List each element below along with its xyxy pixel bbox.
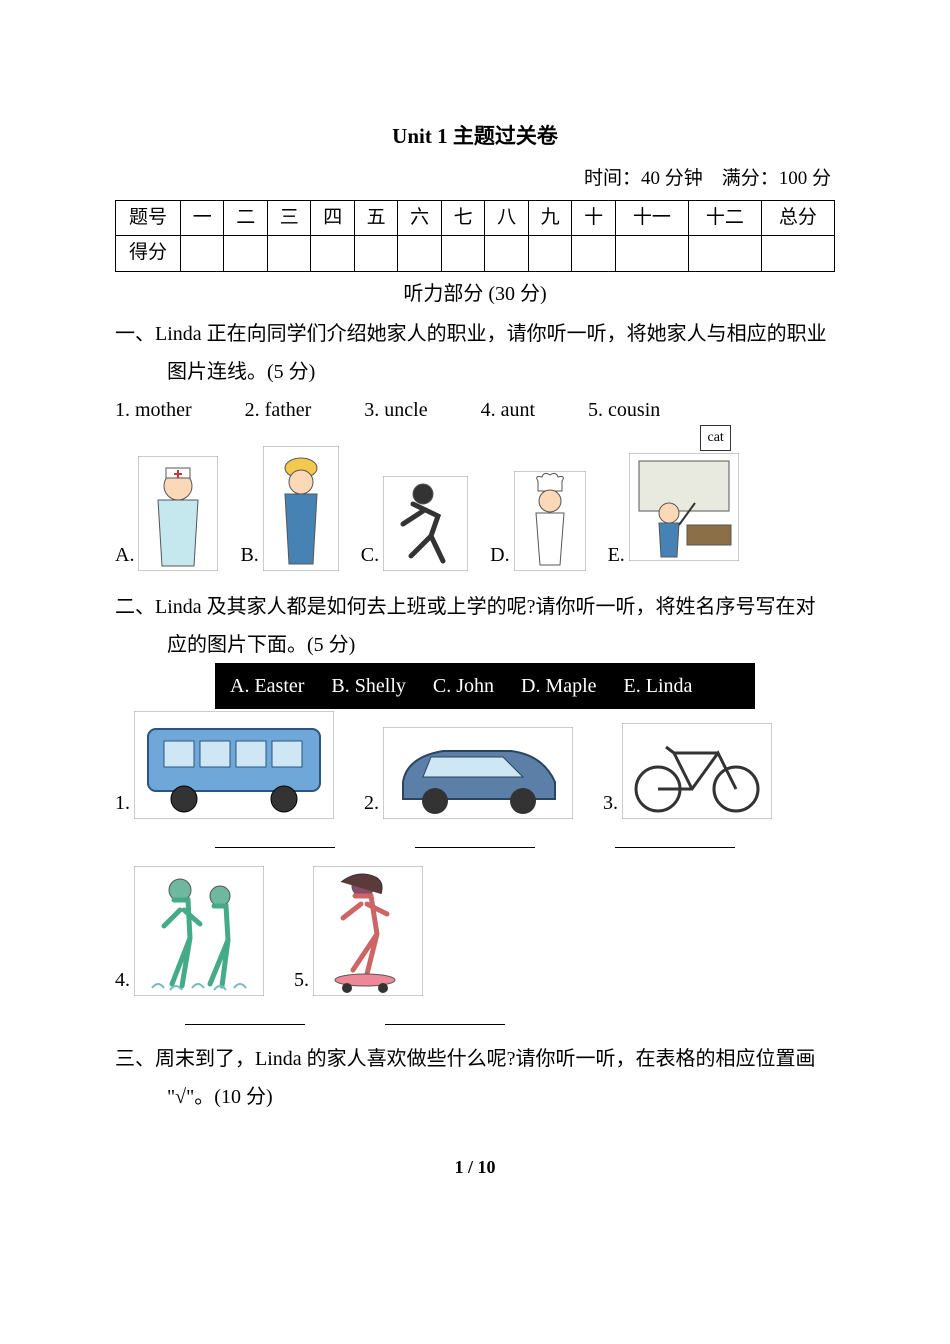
score-cell[interactable] (311, 236, 354, 271)
q1-item: 4. aunt (481, 394, 535, 426)
score-cell[interactable] (528, 236, 571, 271)
occupation-images-row: A. B. C. (115, 446, 835, 571)
q1-items: 1. mother 2. father 3. uncle 4. aunt 5. … (115, 394, 835, 426)
name-option: D. Maple (521, 670, 597, 702)
q2-prompt: 二、Linda 及其家人都是如何去上班或上学的呢?请你听一听，将姓名序号写在对 (115, 591, 835, 623)
exam-title: Unit 1 主题过关卷 (115, 120, 835, 154)
transport-option: 4. (115, 866, 264, 996)
runner-icon (383, 476, 468, 571)
occupation-option: A. (115, 456, 218, 571)
header-cell: 十 (572, 200, 615, 235)
score-table: 题号 一 二 三 四 五 六 七 八 九 十 十一 十二 总分 得分 (115, 200, 835, 272)
q3-prompt-line2: "√"。(10 分) (115, 1081, 835, 1113)
name-options: A. Easter B. Shelly C. John D. Maple E. … (215, 663, 755, 709)
q3-prompt: 三、周末到了，Linda 的家人喜欢做些什么呢?请你听一听，在表格的相应位置画 (115, 1043, 835, 1075)
answer-blank[interactable] (615, 829, 735, 848)
q1-item: 3. uncle (364, 394, 427, 426)
score-cell[interactable] (224, 236, 267, 271)
header-cell: 三 (267, 200, 310, 235)
header-cell: 八 (485, 200, 528, 235)
transport-num: 4. (115, 964, 130, 996)
transport-num: 1. (115, 787, 130, 819)
score-cell[interactable] (485, 236, 528, 271)
q1-item: 2. father (245, 394, 312, 426)
score-cell[interactable] (572, 236, 615, 271)
q1-prompt-line2: 图片连线。(5 分) (115, 356, 835, 388)
car-icon (383, 727, 573, 819)
score-cell[interactable] (267, 236, 310, 271)
occupation-option: B. (240, 446, 338, 571)
header-cell: 十一 (615, 200, 688, 235)
name-options-box: A. Easter B. Shelly C. John D. Maple E. … (115, 663, 835, 711)
header-cell: 十二 (688, 200, 761, 235)
table-row: 得分 (116, 236, 835, 271)
option-label: D. (490, 539, 509, 571)
occupation-option: C. (361, 476, 468, 571)
score-cell[interactable] (441, 236, 484, 271)
occupation-option: E. cat (608, 453, 739, 571)
name-option: C. John (433, 670, 494, 702)
teacher-icon (629, 453, 739, 561)
transport-option: 5. (294, 866, 423, 996)
transport-option: 1. (115, 711, 334, 819)
time-and-score: 时间：40 分钟 满分：100 分 (115, 164, 835, 194)
q1-item: 5. cousin (588, 394, 660, 426)
q2-prompt-line2: 应的图片下面。(5 分) (115, 629, 835, 661)
transport-row-2: 4. 5. (115, 866, 835, 996)
score-cell[interactable] (398, 236, 441, 271)
header-cell: 九 (528, 200, 571, 235)
score-cell[interactable] (761, 236, 834, 271)
score-cell[interactable] (354, 236, 397, 271)
walking-icon (134, 866, 264, 996)
transport-num: 5. (294, 964, 309, 996)
name-option: E. Linda (624, 670, 693, 702)
transport-option: 2. (364, 727, 573, 819)
chef-icon (514, 471, 586, 571)
transport-num: 2. (364, 787, 379, 819)
score-label-cell: 得分 (116, 236, 181, 271)
score-cell[interactable] (615, 236, 688, 271)
answer-blank[interactable] (185, 1006, 305, 1025)
answer-blank[interactable] (215, 829, 335, 848)
name-option: B. Shelly (331, 670, 405, 702)
bus-icon (134, 711, 334, 819)
transport-num: 3. (603, 787, 618, 819)
table-row: 题号 一 二 三 四 五 六 七 八 九 十 十一 十二 总分 (116, 200, 835, 235)
name-option: A. Easter (230, 670, 304, 702)
nurse-icon (138, 456, 218, 571)
header-cell: 二 (224, 200, 267, 235)
transport-option: 3. (603, 723, 772, 819)
answer-blank[interactable] (385, 1006, 505, 1025)
header-cell: 七 (441, 200, 484, 235)
answer-blank[interactable] (415, 829, 535, 848)
listening-section-header: 听力部分 (30 分) (115, 278, 835, 310)
header-cell: 题号 (116, 200, 181, 235)
cat-word-label: cat (700, 425, 730, 451)
header-cell: 四 (311, 200, 354, 235)
score-cell[interactable] (688, 236, 761, 271)
skateboard-icon (313, 866, 423, 996)
q1-item: 1. mother (115, 394, 192, 426)
answer-blanks-row1 (215, 829, 835, 848)
answer-blanks-row2 (185, 1006, 835, 1025)
q1-prompt: 一、Linda 正在向同学们介绍她家人的职业，请你听一听，将她家人与相应的职业 (115, 318, 835, 350)
header-cell: 总分 (761, 200, 834, 235)
header-cell: 六 (398, 200, 441, 235)
header-cell: 五 (354, 200, 397, 235)
option-label: A. (115, 539, 134, 571)
option-label: E. (608, 539, 625, 571)
page-footer: 1 / 10 (115, 1153, 835, 1182)
occupation-option: D. (490, 471, 585, 571)
worker-icon (263, 446, 339, 571)
option-label: B. (240, 539, 258, 571)
score-cell[interactable] (181, 236, 224, 271)
bicycle-icon (622, 723, 772, 819)
page-number: 1 / 10 (454, 1157, 495, 1177)
option-label: C. (361, 539, 379, 571)
transport-row-1: 1. 2. 3. (115, 711, 835, 819)
header-cell: 一 (181, 200, 224, 235)
